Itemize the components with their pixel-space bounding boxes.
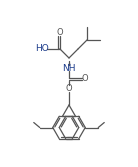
Text: O: O — [66, 84, 72, 93]
Text: O: O — [56, 28, 63, 37]
Text: O: O — [82, 73, 88, 82]
Text: NH: NH — [62, 63, 76, 72]
Text: HO: HO — [35, 44, 49, 53]
